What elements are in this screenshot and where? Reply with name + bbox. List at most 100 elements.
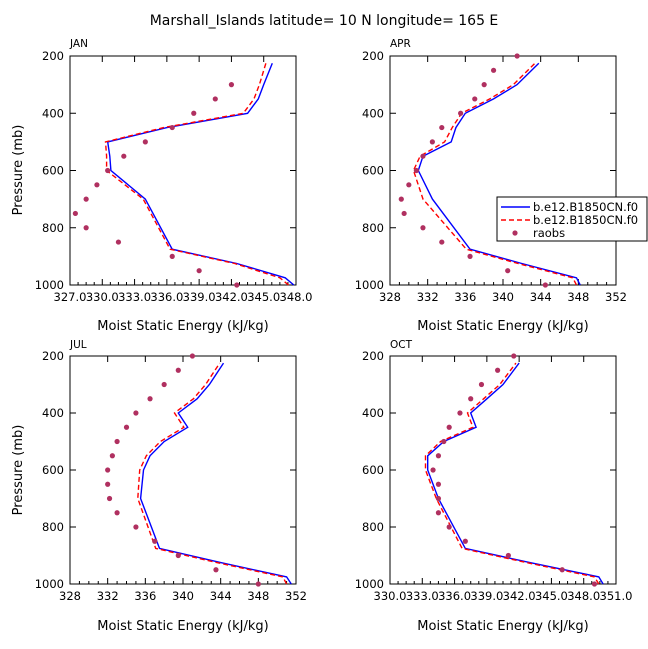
panel-apr-raobs-point xyxy=(458,110,464,116)
panel-oct-xtick-label: 339.0 xyxy=(470,589,503,603)
panel-oct-raobs-point xyxy=(435,510,442,516)
legend: b.e12.B1850CN.f0 b.e12.B1850CN.f0 raobs xyxy=(496,196,648,242)
panel-apr-raobs-point xyxy=(420,225,426,231)
panel-apr-xtick-label: 336 xyxy=(454,290,476,304)
panel-apr-raobs-point xyxy=(472,96,478,102)
panel-jul-raobs-point xyxy=(123,424,130,430)
panel-jan-raobs-point xyxy=(191,110,197,116)
panel-oct-raobs-point xyxy=(591,581,598,587)
panel-jul-raobs-point xyxy=(175,552,181,559)
panel-jan-ytick-label: 600 xyxy=(42,164,64,178)
legend-box xyxy=(496,196,648,242)
panel-jul-xtick-label: 348 xyxy=(247,589,269,603)
panel-oct-raobs-point xyxy=(441,438,447,445)
panel-apr-xtick-label: 332 xyxy=(417,290,439,304)
panel-oct-ytick-label: 400 xyxy=(362,406,384,420)
panel-jan-xtick-label: 348.0 xyxy=(280,290,313,304)
panel-jul-raobs-point xyxy=(152,538,158,544)
panel-oct-raobs-point xyxy=(478,381,485,388)
panel-jan-ytick-label: 200 xyxy=(42,49,64,63)
panel-jul-ytick-label: 200 xyxy=(42,349,64,363)
panel-apr-xtick-label: 328 xyxy=(379,290,401,304)
panel-apr-xtick-label: 344 xyxy=(530,290,552,304)
panel-jul-xtick-label: 340 xyxy=(172,589,194,603)
panel-jul-ytick-label: 800 xyxy=(42,520,64,534)
panel-apr-raobs-point xyxy=(514,53,520,59)
panel-jan-raobs-point xyxy=(234,282,240,288)
panel-oct-model1-line xyxy=(427,362,604,585)
panel-jul-raobs-point xyxy=(255,581,261,587)
panel-jul-ytick-label: 1000 xyxy=(35,577,64,591)
panel-oct: OCT Moist Static Energy (kJ/kg) 200 400 60… xyxy=(355,339,633,634)
panel-jan-title: JAN xyxy=(69,38,88,50)
panel-jul-ylabel: Pressure (mb) xyxy=(11,425,26,516)
panel-jul-raobs-point xyxy=(147,396,153,402)
panel-apr-xlabel: Moist Static Energy (kJ/kg) xyxy=(417,319,588,334)
panel-apr-raobs-point xyxy=(429,139,435,145)
panel-apr-ytick-label: 200 xyxy=(362,49,384,63)
panel-oct-raobs-point xyxy=(468,396,474,402)
panel-jul: JUL Moist Static Energy (kJ/kg) Pressure… xyxy=(11,339,307,634)
panel-jan-xtick-label: 345.0 xyxy=(247,290,280,304)
legend-model1-label: b.e12.B1850CN.f0 xyxy=(533,200,638,214)
panel-jul-xtick-label: 332 xyxy=(97,589,119,603)
panel-jul-raobs-point xyxy=(175,367,181,373)
panel-jan-xtick-label: 342.0 xyxy=(215,290,248,304)
panel-jan-model1-line xyxy=(106,62,295,286)
panel-jan-raobs-point xyxy=(72,210,78,217)
panel-apr-xtick-label: 352 xyxy=(605,290,627,304)
panel-jul-raobs-point xyxy=(106,495,113,502)
panel-jan-ylabel: Pressure (mb) xyxy=(11,125,26,216)
panel-apr-ytick-label: 600 xyxy=(362,164,384,178)
panel-oct-frame xyxy=(389,355,617,585)
panel-jul-ytick-label: 600 xyxy=(42,463,64,477)
panel-apr-title: APR xyxy=(390,38,411,50)
panel-jul-model2-line xyxy=(137,362,288,585)
panel-oct-ytick-label: 800 xyxy=(362,520,384,534)
panel-oct-ytick-label: 1000 xyxy=(355,577,384,591)
panel-jan-xlabel: Moist Static Energy (kJ/kg) xyxy=(97,319,268,334)
panel-jan-raobs-point xyxy=(228,82,235,88)
panel-oct-raobs-point xyxy=(435,481,442,487)
panel-jul-raobs-point xyxy=(133,410,139,416)
panel-oct-model2-line xyxy=(424,362,600,585)
panel-jul-raobs-point xyxy=(161,381,167,388)
panel-jul-xtick-label: 336 xyxy=(134,589,156,603)
panel-jul-xtick-label: 328 xyxy=(59,589,81,603)
panel-oct-xtick-label: 342.0 xyxy=(503,589,536,603)
panel-oct-raobs-point xyxy=(446,524,452,530)
panel-apr-raobs-point xyxy=(542,282,548,288)
panel-apr-raobs-point xyxy=(490,67,497,73)
panel-apr-raobs-point xyxy=(439,239,445,245)
panel-jan-raobs-point xyxy=(94,182,100,188)
panel-jul-raobs-point xyxy=(105,481,111,487)
panel-jan-ytick-label: 800 xyxy=(42,221,64,235)
panel-oct-title: OCT xyxy=(390,339,413,351)
panel-jul-title: JUL xyxy=(69,339,87,351)
panel-jan-raobs-point xyxy=(115,239,122,245)
panel-jan-raobs-point xyxy=(196,268,202,274)
panel-apr-ytick-label: 1000 xyxy=(355,278,384,292)
panel-jan-raobs-point xyxy=(83,225,89,231)
panel-apr-xtick-label: 348 xyxy=(567,290,589,304)
panel-oct-raobs-point xyxy=(430,467,436,473)
legend-raobs-marker xyxy=(512,230,518,236)
panel-oct-xtick-label: 333.0 xyxy=(406,589,439,603)
legend-model2-label: b.e12.B1850CN.f0 xyxy=(533,213,638,227)
panel-jul-raobs-point xyxy=(189,353,196,359)
panel-oct-xtick-label: 351.0 xyxy=(600,589,633,603)
panel-jan-raobs-point xyxy=(83,196,89,202)
panel-apr-xtick-label: 340 xyxy=(492,290,514,304)
panel-jul-raobs-point xyxy=(213,567,219,573)
panel-jul-xtick-label: 344 xyxy=(210,589,232,603)
panel-jan-raobs-point xyxy=(212,96,218,102)
panel-jan-raobs-point xyxy=(169,253,175,259)
panel-jul-xtick-label: 352 xyxy=(285,589,307,603)
panel-oct-xtick-label: 345.0 xyxy=(535,589,568,603)
panel-apr: APR Moist Static Energy (kJ/kg) 200 400 60… xyxy=(355,38,627,334)
panel-jul-raobs-point xyxy=(105,467,111,473)
panel-jan-raobs-point xyxy=(142,139,148,145)
panel-jan-raobs-point xyxy=(169,124,175,131)
panel-jan-raobs-point xyxy=(121,153,127,159)
